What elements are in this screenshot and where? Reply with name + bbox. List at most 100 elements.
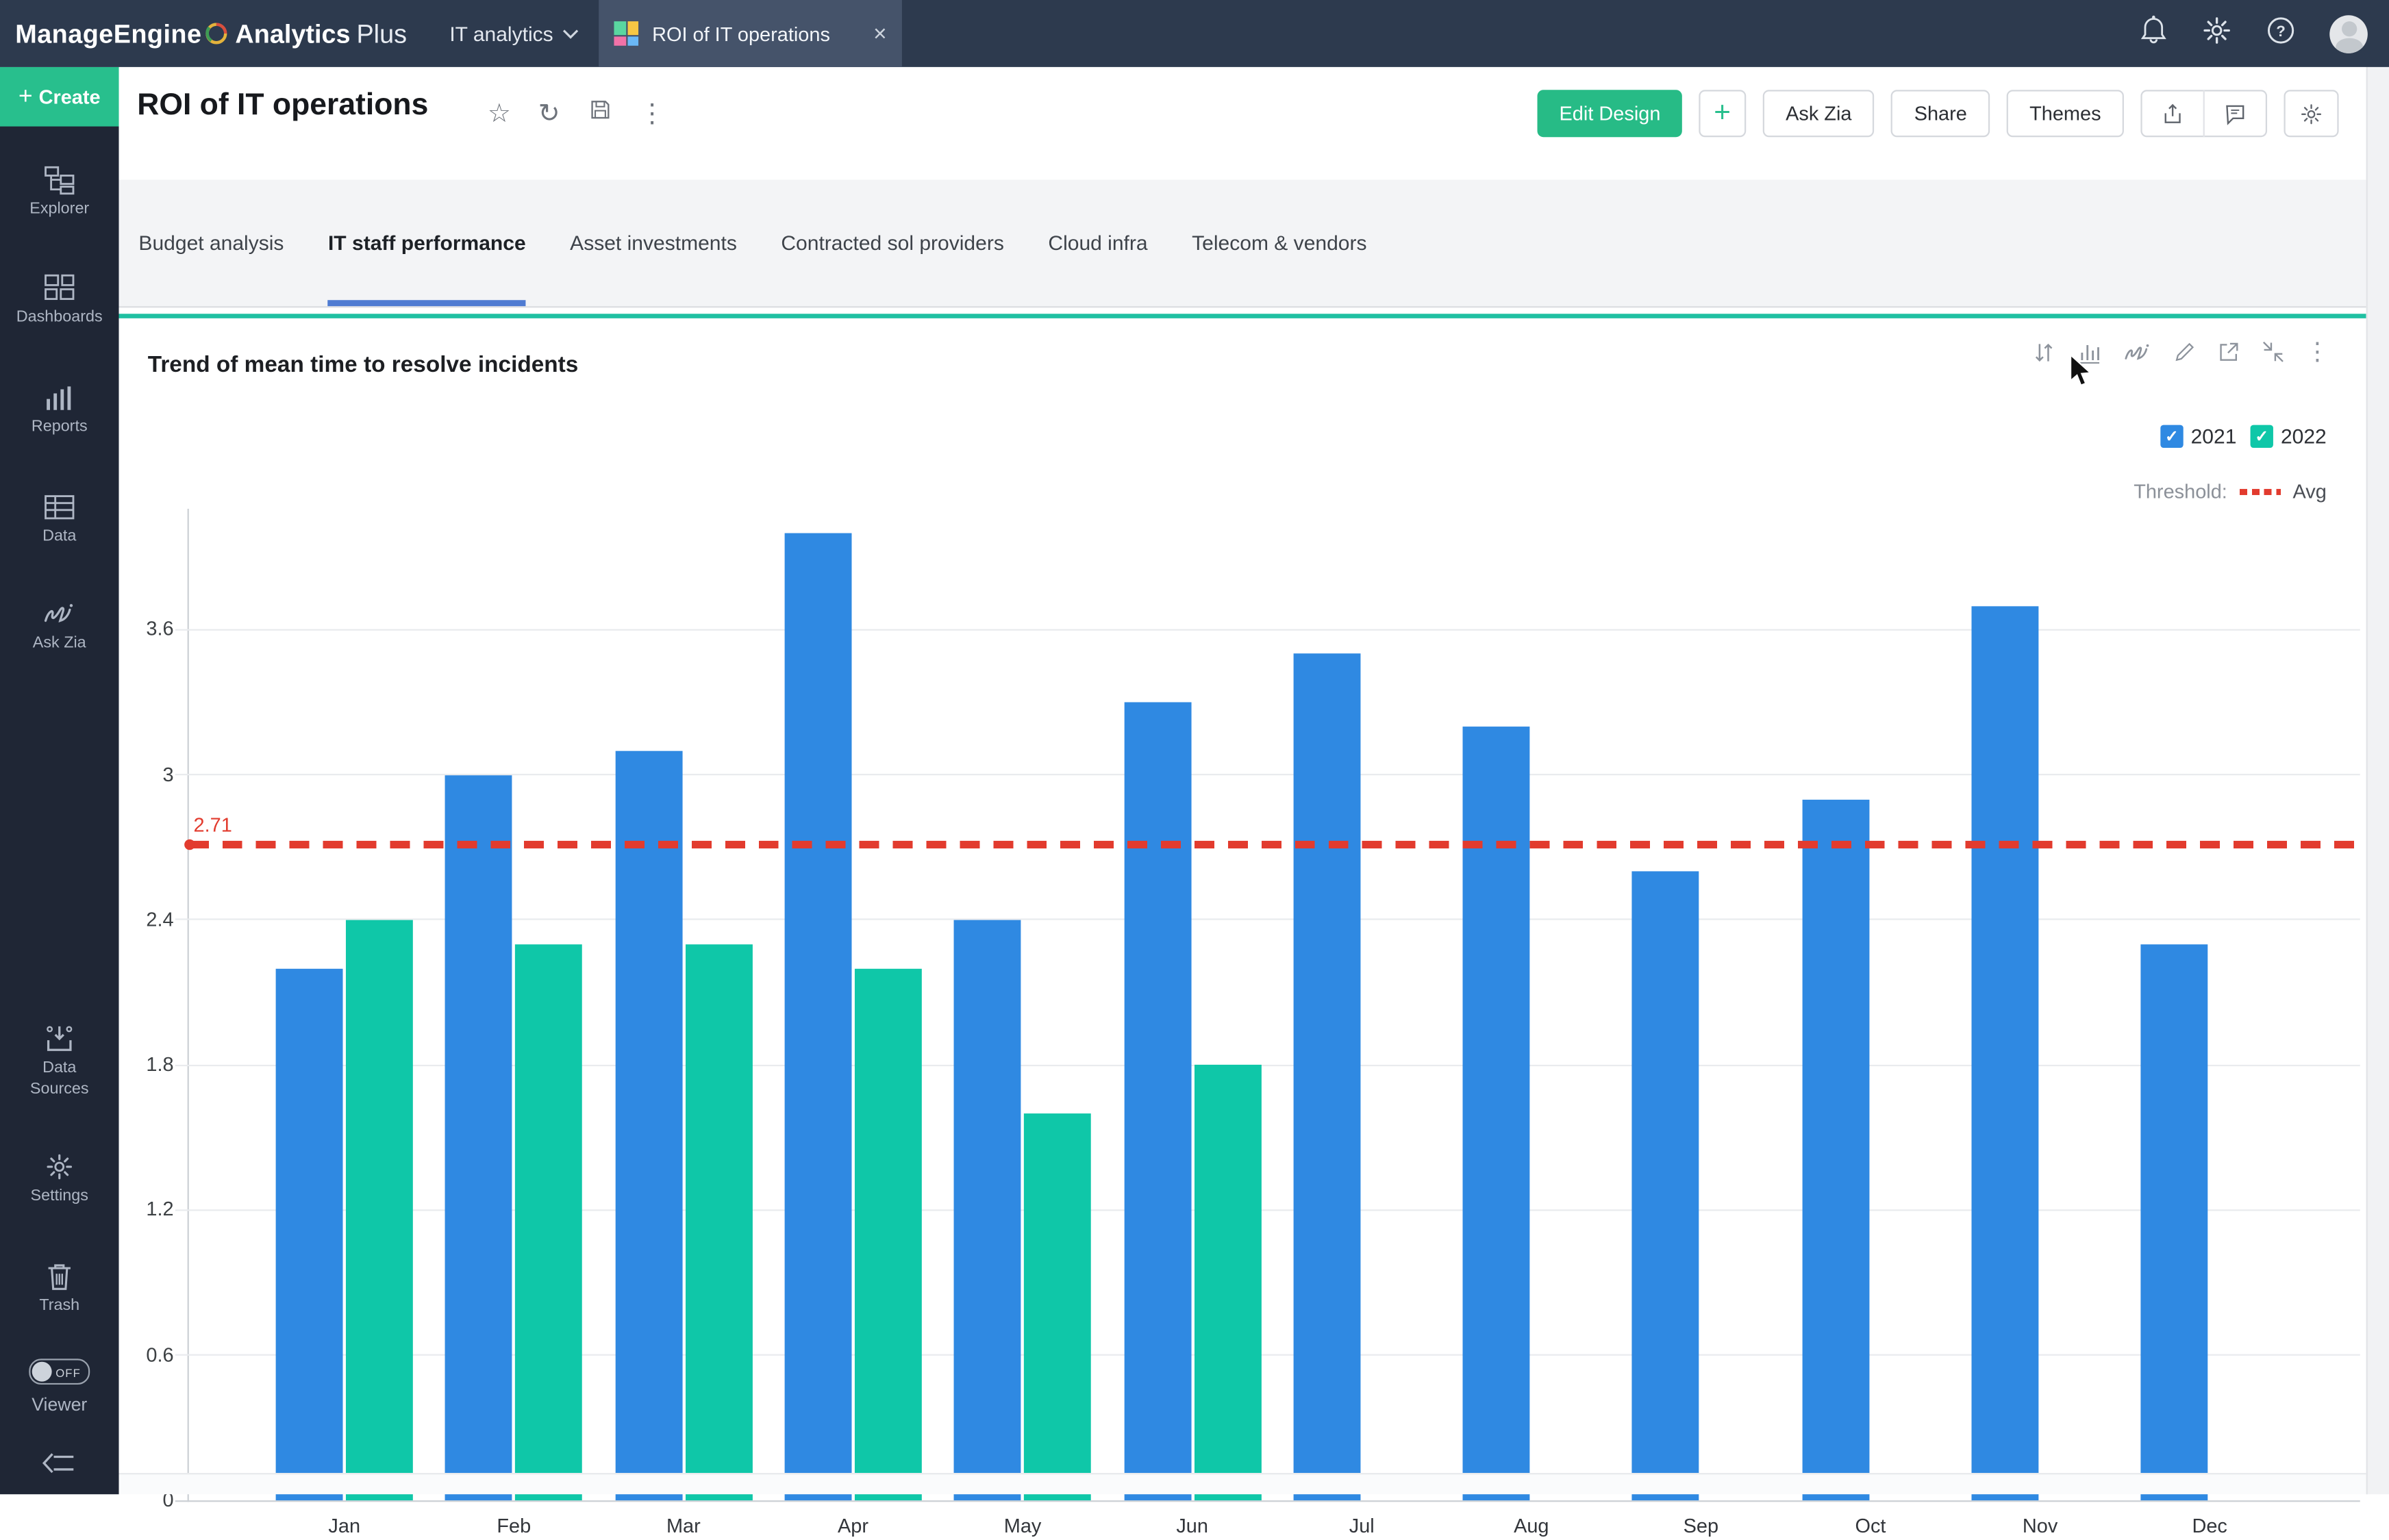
bar-2021-jan[interactable]	[275, 968, 343, 1501]
help-icon[interactable]: ?	[2266, 14, 2296, 53]
workspace-label: IT analytics	[449, 22, 553, 45]
comments-icon[interactable]	[2203, 90, 2266, 138]
notifications-bell-icon[interactable]	[2139, 14, 2168, 53]
create-button[interactable]: + Create	[0, 66, 119, 127]
bar-2021-oct[interactable]	[1801, 798, 1869, 1501]
share-button[interactable]: Share	[1891, 90, 1990, 138]
sidebar-item-settings[interactable]: Settings	[0, 1152, 119, 1208]
chevron-down-icon	[563, 29, 579, 38]
add-report-button[interactable]: +	[1699, 90, 1747, 138]
chart-title: Trend of mean time to resolve incidents	[147, 351, 579, 378]
themes-button[interactable]: Themes	[2006, 90, 2124, 138]
refresh-icon[interactable]: ↻	[538, 99, 560, 128]
legend-entry-2022[interactable]: ✓ 2022	[2250, 425, 2327, 449]
tab-contracted-sol-providers[interactable]: Contracted sol providers	[781, 231, 1004, 255]
tab-cloud-infra[interactable]: Cloud infra	[1048, 231, 1148, 255]
bar-2022-may[interactable]	[1024, 1113, 1092, 1501]
zia-insights-icon[interactable]	[2123, 339, 2153, 365]
gridline-1.2	[175, 1209, 2360, 1211]
page-header: ROI of IT operations ☆ ↻ ⋮ Edit Design +…	[118, 66, 2366, 180]
edit-pencil-icon[interactable]	[2173, 340, 2197, 364]
viewer-toggle-item[interactable]: OFF Viewer	[0, 1359, 119, 1417]
bar-2021-feb[interactable]	[445, 774, 513, 1501]
chart-panel: Trend of mean time to resolve incidents …	[118, 318, 2366, 1540]
y-axis-label-0.6: 0.6	[146, 1343, 174, 1366]
save-icon[interactable]	[588, 97, 612, 129]
user-avatar[interactable]	[2329, 14, 2368, 53]
bar-2022-jun[interactable]	[1193, 1065, 1261, 1501]
edit-design-button[interactable]: Edit Design	[1538, 90, 1682, 138]
bar-2021-sep[interactable]	[1632, 871, 1700, 1501]
sidebar-item-dashboards[interactable]: Dashboards	[0, 273, 119, 329]
bar-2021-aug[interactable]	[1462, 726, 1530, 1501]
tab-it-staff-performance[interactable]: IT staff performance	[327, 179, 526, 307]
checkbox-2022[interactable]: ✓	[2250, 425, 2273, 449]
workspace-dropdown[interactable]: IT analytics	[449, 22, 579, 45]
y-axis-label-1.2: 1.2	[146, 1198, 174, 1221]
sidebar-item-reports[interactable]: Reports	[0, 382, 119, 438]
sidebar-item-data-sources[interactable]: Data Sources	[0, 1024, 119, 1100]
zia-icon	[44, 604, 73, 622]
plot-area: 0 0.6 1.2 1.8 2.4 3 3.6 Jan Feb Mar Apr May Jun Jul Au…	[146, 508, 2360, 1537]
dashboard-tabs: Budget analysis IT staff performance Ass…	[138, 179, 1367, 307]
more-options-icon[interactable]: ⋮	[639, 99, 665, 128]
sidebar-item-ask-zia[interactable]: Ask Zia	[0, 598, 119, 655]
bar-2022-jan[interactable]	[345, 920, 413, 1501]
x-axis-label-jan: Jan	[328, 1514, 361, 1537]
chart-more-options-icon[interactable]: ⋮	[2305, 340, 2330, 366]
collapse-icon[interactable]	[2261, 340, 2286, 364]
bar-2022-feb[interactable]	[515, 944, 583, 1501]
sidebar-item-data[interactable]: Data	[0, 492, 119, 548]
bar-2021-nov[interactable]	[1971, 605, 2039, 1501]
x-axis-label-nov: Nov	[2022, 1514, 2058, 1537]
bar-2022-apr[interactable]	[854, 968, 922, 1501]
bar-2021-apr[interactable]	[784, 533, 852, 1501]
bar-2021-jul[interactable]	[1293, 653, 1361, 1501]
open-in-new-icon[interactable]	[2217, 340, 2242, 364]
page-settings-button[interactable]	[2284, 90, 2339, 138]
checkbox-2021[interactable]: ✓	[2160, 425, 2184, 449]
tab-budget-analysis[interactable]: Budget analysis	[138, 231, 284, 255]
bar-2021-dec[interactable]	[2141, 944, 2208, 1501]
y-axis-label-1.8: 1.8	[146, 1052, 174, 1076]
sidebar-item-trash[interactable]: Trash	[0, 1261, 119, 1317]
document-tab[interactable]: ROI of IT operations ×	[599, 0, 902, 67]
bar-2021-may[interactable]	[953, 920, 1021, 1501]
bar-2021-mar[interactable]	[614, 750, 682, 1501]
left-sidebar: + Create Explorer Dashboards Reports Dat…	[0, 66, 119, 1495]
sidebar-item-explorer[interactable]: Explorer	[0, 164, 119, 220]
ask-zia-button[interactable]: Ask Zia	[1762, 90, 1875, 138]
x-axis-label-mar: Mar	[666, 1514, 701, 1537]
y-axis-label-2.4: 2.4	[146, 907, 174, 931]
chart-type-icon[interactable]	[2077, 339, 2103, 365]
settings-gear-icon[interactable]	[2201, 14, 2231, 53]
viewer-toggle[interactable]: OFF	[29, 1359, 90, 1385]
collapse-sidebar-button[interactable]	[0, 1450, 119, 1478]
favorite-star-icon[interactable]: ☆	[487, 99, 511, 128]
bar-2021-jun[interactable]	[1123, 702, 1191, 1501]
dashboard-tabs-strip: Budget analysis IT staff performance Ass…	[118, 179, 2366, 308]
threshold-name: Avg	[2292, 479, 2327, 503]
zoho-swirl-icon	[206, 22, 228, 44]
brand-analytics: Analytics	[235, 18, 351, 49]
bar-2022-mar[interactable]	[685, 944, 752, 1501]
tab-asset-investments[interactable]: Asset investments	[570, 231, 737, 255]
export-icon[interactable]	[2142, 90, 2203, 137]
sort-icon[interactable]	[2031, 339, 2057, 365]
legend-entry-2021[interactable]: ✓ 2021	[2160, 425, 2236, 449]
brand-logo[interactable]: ManageEngine Analytics Plus	[15, 18, 407, 50]
toggle-knob	[32, 1361, 52, 1382]
svg-text:?: ?	[2276, 22, 2286, 39]
top-bar: ManageEngine Analytics Plus IT analytics…	[0, 0, 2389, 67]
tab-telecom-vendors[interactable]: Telecom & vendors	[1192, 231, 1367, 255]
close-tab-icon[interactable]: ×	[873, 21, 887, 47]
threshold-dot	[184, 840, 195, 850]
main-content: ROI of IT operations ☆ ↻ ⋮ Edit Design +…	[118, 66, 2366, 1540]
y-axis-label-3.6: 3.6	[146, 617, 174, 641]
bottom-strip	[118, 1473, 2366, 1495]
vertical-scrollbar[interactable]	[2366, 66, 2389, 1495]
data-table-icon	[45, 495, 75, 520]
trash-icon	[48, 1264, 71, 1290]
data-sources-icon	[47, 1026, 73, 1051]
